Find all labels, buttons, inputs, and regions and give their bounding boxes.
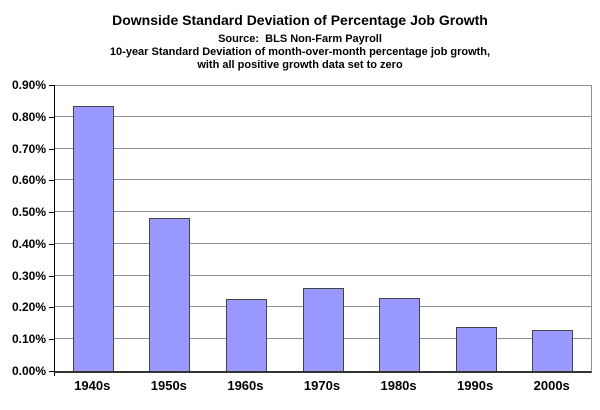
y-axis-tick xyxy=(49,149,54,150)
y-axis-tick xyxy=(49,276,54,277)
bar-1970s xyxy=(303,288,344,371)
bar-2000s xyxy=(532,330,573,371)
chart-subtitle-description-line1: 10-year Standard Deviation of month-over… xyxy=(109,46,491,58)
x-axis-category-label: 1940s xyxy=(74,378,111,393)
y-axis-tick-label: 0.90% xyxy=(11,78,46,92)
bar-1940s xyxy=(73,106,114,371)
gridline xyxy=(55,243,591,244)
x-axis-category-label: 2000s xyxy=(533,378,570,393)
chart-title: Downside Standard Deviation of Percentag… xyxy=(112,12,488,28)
bar-1950s xyxy=(149,218,190,371)
x-axis-category-label: 1990s xyxy=(457,378,494,393)
gridline xyxy=(55,275,591,276)
gridline xyxy=(55,211,591,212)
x-axis-category-label: 1960s xyxy=(227,378,264,393)
gridline xyxy=(55,116,591,117)
y-axis-tick xyxy=(49,307,54,308)
y-axis-tick-label: 0.40% xyxy=(11,237,46,251)
bar-1980s xyxy=(379,298,420,371)
y-axis-tick xyxy=(49,117,54,118)
y-axis-tick-label: 0.70% xyxy=(11,142,46,156)
y-axis-tick xyxy=(49,212,54,213)
plot-area xyxy=(54,85,592,373)
gridline xyxy=(55,179,591,180)
y-axis-tick-label: 0.00% xyxy=(11,364,46,378)
y-axis-tick-label: 0.50% xyxy=(11,205,46,219)
x-axis-category-label: 1980s xyxy=(380,378,417,393)
x-axis-category-label: 1950s xyxy=(150,378,187,393)
chart-subtitle-source: Source: BLS Non-Farm Payroll xyxy=(218,33,382,45)
y-axis-tick xyxy=(49,244,54,245)
bar-1990s xyxy=(456,327,497,371)
gridline xyxy=(55,85,591,86)
y-axis-tick-label: 0.30% xyxy=(11,269,46,283)
bar-1960s xyxy=(226,299,267,371)
y-axis-tick-label: 0.80% xyxy=(11,110,46,124)
y-axis-tick xyxy=(49,85,54,86)
y-axis-tick xyxy=(49,371,54,372)
chart-subtitle-description-line2: with all positive growth data set to zer… xyxy=(197,59,403,71)
y-axis-tick-label: 0.60% xyxy=(11,173,46,187)
y-axis-tick-label: 0.20% xyxy=(11,300,46,314)
gridline xyxy=(55,148,591,149)
x-axis-origin-tick xyxy=(54,373,55,376)
y-axis-tick xyxy=(49,180,54,181)
y-axis-tick-label: 0.10% xyxy=(11,332,46,346)
y-axis-tick xyxy=(49,339,54,340)
x-axis-category-label: 1970s xyxy=(303,378,341,393)
